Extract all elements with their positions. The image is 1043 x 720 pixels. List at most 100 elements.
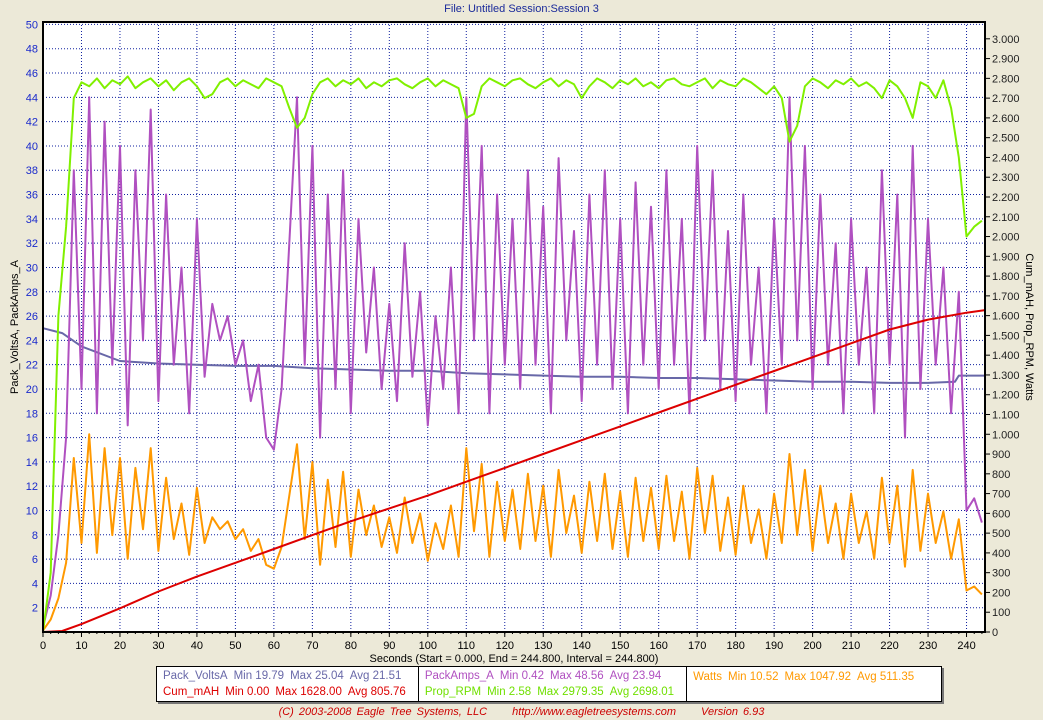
x-tick-label: 70	[306, 640, 318, 652]
legend-name: Cum_mAH	[163, 686, 220, 698]
y-tick-label-left: 16	[26, 433, 38, 445]
legend-name: Pack_VoltsA	[163, 670, 228, 682]
y-tick-label-right: 1.100	[992, 409, 1020, 421]
x-tick-label: 60	[268, 640, 280, 652]
y-tick-label-right: 1.300	[992, 370, 1020, 382]
y-tick-label-right: 1.600	[992, 311, 1020, 323]
legend-name: Prop_RPM	[424, 686, 482, 698]
y-tick-label-right: 2.400	[992, 152, 1020, 164]
y-tick-label-left: 38	[26, 165, 38, 177]
series-line-prop_rpm	[42, 75, 983, 633]
y-tick-label-left: 44	[26, 92, 38, 104]
y-tick-label-right: 900	[992, 449, 1010, 461]
x-tick-label: 110	[458, 640, 476, 652]
legend-entry-amps: PackAmps_A Min 0.42 Max 48.56 Avg 23.94	[425, 670, 680, 682]
y-tick-label-right: 2.700	[992, 93, 1020, 105]
legend-min: Min 19.79	[233, 670, 285, 682]
legend-max: Max 48.56	[549, 670, 604, 682]
website-link[interactable]: http://www.eagletreesystems.com	[512, 706, 676, 718]
legend-avg: Avg 805.76	[347, 686, 406, 698]
y-tick-label-right: 1.200	[992, 390, 1020, 402]
y-tick-label-right: 400	[992, 548, 1010, 560]
legend-col-2: PackAmps_A Min 0.42 Max 48.56 Avg 23.94 Pro…	[419, 667, 688, 701]
legend-entry-watts: Watts Min 10.52 Max 1047.92 Avg 511.35	[693, 671, 935, 683]
legend-name: Watts	[693, 671, 723, 683]
x-tick-label: 210	[842, 640, 860, 652]
legend-max: Max 25.04	[290, 670, 344, 682]
y-tick-label-right: 600	[992, 508, 1010, 520]
y-tick-label-left: 28	[26, 287, 38, 299]
y-tick-label-left: 36	[26, 190, 38, 202]
y-tick-label-right: 100	[992, 607, 1010, 619]
legend-avg: Avg 511.35	[857, 671, 915, 683]
x-tick-label: 30	[152, 640, 164, 652]
copyright-text: (C) 2003-2008 Eagle Tree Systems, LLC	[278, 706, 488, 718]
y-tick-label-left: 46	[26, 68, 38, 80]
y-tick-label-left: 18	[26, 408, 38, 420]
y-tick-label-left: 6	[32, 554, 38, 566]
legend-max: Max 2979.35	[537, 686, 604, 698]
x-tick-label: 40	[191, 640, 203, 652]
legend-entry-mah: Cum_mAH Min 0.00 Max 1628.00 Avg 805.76	[163, 686, 412, 698]
y-tick-label-right: 2.800	[992, 73, 1020, 85]
legend-col-1: Pack_VoltsA Min 19.79 Max 25.04 Avg 21.51 C…	[157, 667, 419, 701]
y-tick-label-right: 1.800	[992, 271, 1020, 283]
y-tick-label-right: 1.000	[992, 429, 1020, 441]
x-tick-label: 150	[611, 640, 629, 652]
x-axis-label: Seconds (Start = 0.000, End = 244.800, I…	[370, 653, 659, 665]
series-line-packamps_a	[42, 96, 983, 628]
x-tick-label: 0	[40, 640, 46, 652]
y-tick-label-right: 2.200	[992, 192, 1020, 204]
y-axis-label-left: Pack_VoltsA, PackAmps_A	[9, 259, 21, 394]
version-text: Version 6.93	[701, 706, 765, 718]
y-tick-label-left: 26	[26, 311, 38, 323]
legend-min: Min 2.58	[487, 686, 532, 698]
series-line-cum_mah	[42, 309, 986, 633]
x-tick-label: 140	[573, 640, 591, 652]
y-tick-label-right: 700	[992, 489, 1010, 501]
y-tick-label-left: 14	[26, 457, 38, 469]
x-tick-label: 120	[496, 640, 514, 652]
plot-area	[43, 22, 985, 632]
legend-entry-rpm: Prop_RPM Min 2.58 Max 2979.35 Avg 2698.01	[425, 686, 680, 698]
y-tick-label-right: 2.900	[992, 54, 1020, 66]
x-tick-label: 230	[919, 640, 937, 652]
x-tick-label: 10	[75, 640, 87, 652]
y-tick-label-left: 2	[32, 603, 38, 615]
legend-min: Min 0.00	[225, 686, 270, 698]
y-tick-label-right: 200	[992, 587, 1010, 599]
x-tick-label: 160	[650, 640, 668, 652]
x-tick-label: 170	[688, 640, 706, 652]
y-tick-label-left: 12	[26, 481, 38, 493]
y-tick-label-left: 22	[26, 360, 38, 372]
y-tick-label-right: 1.500	[992, 330, 1020, 342]
legend-entry-volts: Pack_VoltsA Min 19.79 Max 25.04 Avg 21.51	[163, 670, 412, 682]
y-tick-label-left: 8	[32, 530, 38, 542]
legend-min: Min 10.52	[728, 671, 779, 683]
legend-max: Max 1628.00	[275, 686, 342, 698]
footer: (C) 2003-2008 Eagle Tree Systems, LLC ht…	[0, 706, 1043, 718]
x-tick-label: 100	[419, 640, 437, 652]
legend: Pack_VoltsA Min 19.79 Max 25.04 Avg 21.51 C…	[156, 666, 942, 702]
y-tick-label-right: 1.400	[992, 350, 1020, 362]
legend-name: PackAmps_A	[424, 670, 494, 682]
y-tick-label-left: 4	[32, 578, 38, 590]
series-line-watts	[42, 433, 983, 631]
window-title: File: Untitled Session:Session 3	[444, 3, 599, 15]
x-tick-label: 180	[726, 640, 744, 652]
x-tick-label: 20	[114, 640, 126, 652]
y-tick-label-right: 2.100	[992, 212, 1020, 224]
y-tick-label-right: 1.900	[992, 251, 1020, 263]
series-line-pack_voltsa	[42, 327, 985, 384]
y-tick-label-left: 50	[26, 19, 38, 31]
y-tick-label-left: 10	[26, 505, 38, 517]
y-tick-label-right: 2.600	[992, 113, 1020, 125]
y-tick-label-left: 42	[26, 117, 38, 129]
y-tick-label-left: 48	[26, 44, 38, 56]
y-tick-label-right: 500	[992, 528, 1010, 540]
y-tick-label-right: 1.700	[992, 291, 1020, 303]
y-tick-label-right: 2.300	[992, 172, 1020, 184]
x-tick-label: 90	[383, 640, 395, 652]
y-tick-label-left: 40	[26, 141, 38, 153]
x-tick-label: 200	[803, 640, 821, 652]
